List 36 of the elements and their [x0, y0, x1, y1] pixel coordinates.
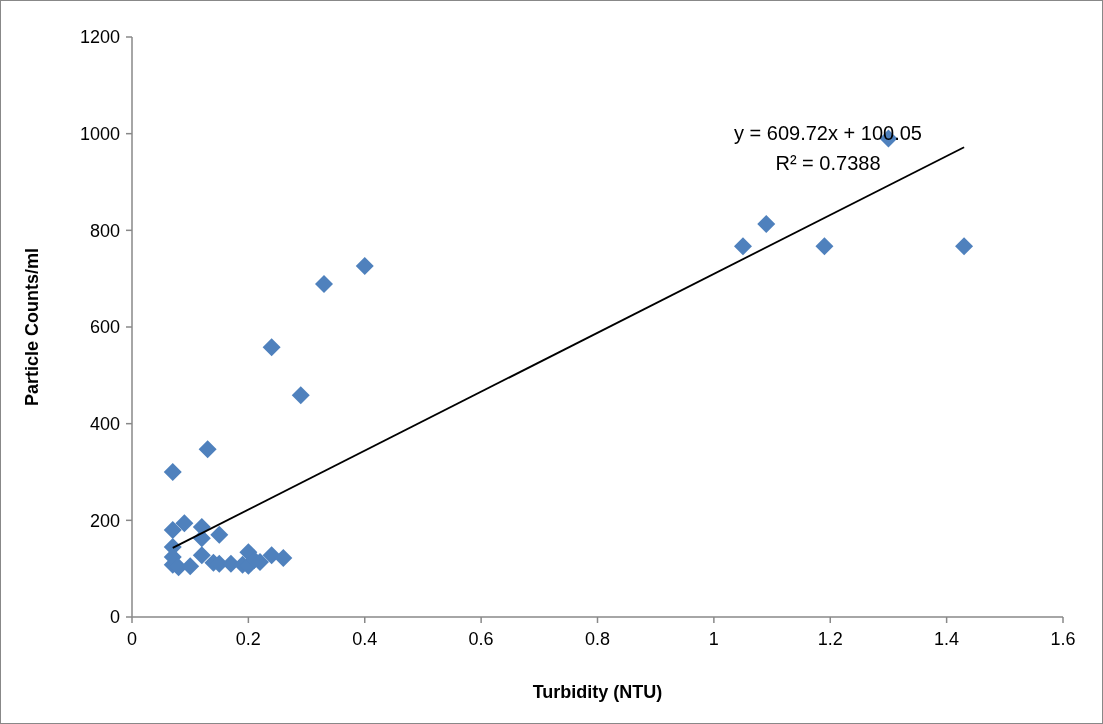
y-tick-label: 200	[89, 510, 120, 531]
point	[955, 237, 974, 256]
x-tick-label: 1.6	[1050, 629, 1076, 649]
point	[355, 257, 374, 276]
x-tick-label: 0.6	[468, 629, 494, 649]
point	[262, 338, 281, 357]
point	[175, 514, 194, 533]
x-tick-label: 0.4	[352, 629, 378, 649]
point	[733, 237, 752, 256]
y-tick-label: 1200	[79, 27, 120, 48]
y-tick-label: 600	[89, 317, 120, 338]
point	[163, 521, 182, 539]
y-tick-label: 400	[89, 413, 120, 434]
x-tick-label: 0.2	[235, 629, 261, 649]
point	[274, 549, 293, 568]
x-tick-label: 0.8	[584, 629, 611, 649]
point	[757, 215, 776, 234]
point	[181, 557, 200, 576]
point	[815, 237, 834, 256]
annotation: R² = 0.7388	[775, 152, 881, 174]
point	[210, 525, 229, 544]
y-axis-title: Particle Counts/ml	[22, 247, 42, 407]
x-tick-label: 0	[126, 629, 138, 649]
y-tick-label: 0	[109, 607, 120, 628]
point	[192, 546, 211, 565]
y-tick-label: 800	[89, 220, 120, 241]
point	[262, 546, 281, 565]
point	[198, 440, 217, 459]
x-tick-label: 1.4	[934, 629, 960, 649]
y-tick-label: 1000	[79, 123, 120, 144]
x-tick-label: 1.2	[817, 629, 843, 649]
x-tick-label: 1	[708, 629, 719, 649]
point	[315, 274, 334, 293]
point	[291, 386, 310, 405]
point	[163, 463, 182, 481]
x-axis-title: Turbidity (NTU)	[532, 682, 663, 702]
